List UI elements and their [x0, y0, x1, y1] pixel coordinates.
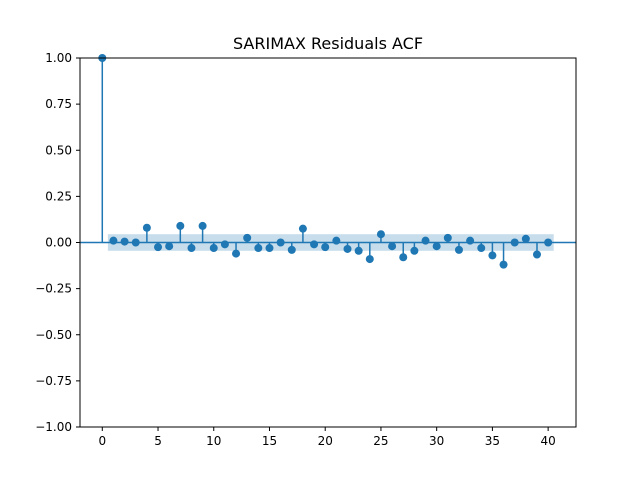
x-tick-label: 40 — [540, 434, 555, 448]
y-tick-label: −0.25 — [35, 282, 72, 296]
x-tick-label: 5 — [154, 434, 162, 448]
y-tick-label: 0.00 — [45, 236, 72, 250]
acf-point-lag-36 — [499, 260, 508, 269]
acf-point-lag-19 — [310, 240, 319, 249]
acf-point-lag-1 — [109, 236, 118, 245]
acf-point-lag-17 — [287, 245, 296, 254]
y-tick-label: 0.25 — [45, 189, 72, 203]
x-tick-label: 10 — [206, 434, 221, 448]
y-tick-label: 1.00 — [45, 51, 72, 65]
chart-title: SARIMAX Residuals ACF — [233, 34, 423, 53]
acf-point-lag-4 — [142, 223, 151, 232]
acf-point-lag-21 — [332, 236, 341, 245]
acf-point-lag-32 — [454, 245, 463, 254]
acf-point-lag-9 — [198, 221, 207, 230]
acf-point-lag-33 — [466, 236, 475, 245]
x-tick-label: 30 — [429, 434, 444, 448]
y-tick-label: 0.50 — [45, 143, 72, 157]
x-tick-label: 15 — [262, 434, 277, 448]
acf-point-lag-18 — [298, 224, 307, 233]
acf-point-lag-8 — [187, 244, 196, 253]
x-tick-label: 35 — [485, 434, 500, 448]
acf-point-lag-11 — [220, 240, 229, 249]
x-axis-ticks: 0 5 10 15 20 25 30 35 40 — [98, 427, 556, 448]
markers-layer — [98, 54, 553, 269]
acf-point-lag-15 — [265, 244, 274, 253]
y-tick-label: 0.75 — [45, 97, 72, 111]
y-tick-label: −1.00 — [35, 420, 72, 434]
acf-point-lag-26 — [388, 242, 397, 251]
x-tick-label: 0 — [98, 434, 106, 448]
acf-point-lag-23 — [354, 246, 363, 255]
acf-point-lag-35 — [488, 251, 497, 260]
acf-point-lag-12 — [232, 249, 241, 258]
acf-point-lag-40 — [544, 238, 553, 247]
x-tick-label: 25 — [373, 434, 388, 448]
acf-point-lag-7 — [176, 221, 185, 230]
acf-point-lag-27 — [399, 253, 408, 262]
y-axis-ticks: −1.00 −0.75 −0.50 −0.25 0.00 0.25 0.50 0.75 1.00 — [35, 51, 80, 434]
acf-point-lag-2 — [120, 237, 129, 246]
acf-point-lag-37 — [510, 238, 519, 247]
acf-point-lag-10 — [209, 244, 218, 253]
acf-point-lag-13 — [243, 233, 252, 242]
acf-point-lag-20 — [321, 243, 330, 252]
acf-point-lag-24 — [365, 255, 374, 264]
acf-point-lag-22 — [343, 244, 352, 253]
acf-point-lag-30 — [432, 242, 441, 251]
acf-point-lag-28 — [410, 246, 419, 255]
y-tick-label: −0.50 — [35, 328, 72, 342]
y-tick-label: −0.75 — [35, 374, 72, 388]
acf-point-lag-6 — [165, 242, 174, 251]
acf-point-lag-34 — [477, 244, 486, 253]
acf-point-lag-14 — [254, 244, 263, 253]
acf-point-lag-39 — [532, 250, 541, 259]
axes-frame — [79, 57, 577, 428]
acf-point-lag-29 — [421, 236, 430, 245]
x-tick-label: 20 — [318, 434, 333, 448]
acf-point-lag-31 — [443, 233, 452, 242]
acf-point-lag-25 — [376, 230, 385, 239]
acf-point-lag-5 — [154, 243, 163, 252]
acf-point-lag-3 — [131, 238, 140, 247]
acf-point-lag-16 — [276, 238, 285, 247]
acf-point-lag-38 — [521, 234, 530, 243]
